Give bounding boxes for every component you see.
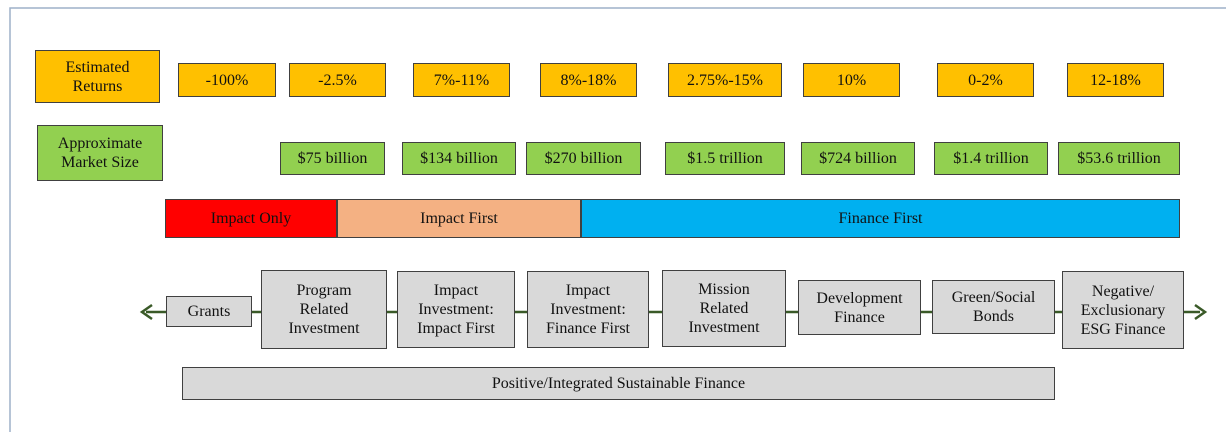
band: Impact Only: [165, 199, 337, 238]
return-box: 8%-18%: [540, 63, 637, 97]
return-box: -2.5%: [289, 63, 386, 97]
node-line: Program: [296, 282, 352, 299]
return-value: 10%: [836, 71, 867, 89]
spectrum-node: Grants: [166, 296, 252, 327]
return-box: 7%-11%: [413, 63, 510, 97]
return-box: -100%: [178, 63, 276, 97]
node-line: Negative/: [1091, 282, 1155, 300]
node-line: Mission: [698, 281, 750, 298]
market-box: $75 billion: [280, 142, 385, 175]
market-box: $1.5 trillion: [665, 142, 785, 175]
spectrum-node: Impact Investment: Impact First: [397, 271, 515, 348]
return-value: 0-2%: [968, 71, 1003, 89]
market-value: $134 billion: [420, 150, 498, 167]
arrow-right: [1194, 303, 1208, 321]
return-value: 12-18%: [1090, 71, 1141, 89]
node-line: Investment:: [418, 301, 494, 318]
frame: [9, 7, 1226, 432]
node-line: Grants: [187, 303, 231, 320]
market-label: Approximate Market Size: [37, 125, 163, 181]
return-value: 2.75%-15%: [687, 71, 763, 89]
label-line: Returns: [72, 77, 123, 95]
band: Finance First: [581, 199, 1180, 238]
node-line: Investment: [688, 319, 760, 336]
node-line: Impact: [433, 282, 479, 299]
spectrum-node: Impact Investment: Finance First: [527, 271, 649, 348]
node-line: Bonds: [973, 308, 1014, 325]
market-box: $1.4 trillion: [934, 142, 1048, 175]
spectrum-node: Mission Related Investment: [662, 270, 786, 347]
footer-label: Positive/Integrated Sustainable Finance: [491, 375, 746, 392]
market-value: $53.6 trillion: [1077, 150, 1161, 167]
label-line: Estimated: [65, 58, 130, 76]
node-line: Impact: [565, 282, 611, 299]
return-box: 2.75%-15%: [668, 63, 782, 97]
label-line: Approximate: [57, 135, 143, 152]
node-line: Finance First: [546, 320, 630, 337]
label-line: Market Size: [61, 154, 139, 171]
returns-label: Estimated Returns: [35, 50, 160, 103]
node-line: Green/Social: [951, 289, 1036, 306]
return-box: 10%: [803, 63, 900, 97]
spectrum-node: Negative/Exclusionary ESG Finance: [1062, 271, 1184, 349]
node-line: Related: [299, 301, 349, 318]
market-value: $270 billion: [544, 150, 623, 167]
node-line: Investment: [288, 320, 360, 337]
return-value: 7%-11%: [433, 71, 490, 89]
return-box: 0-2%: [937, 63, 1034, 97]
market-box: $270 billion: [526, 142, 641, 175]
market-value: $1.5 trillion: [687, 150, 763, 167]
market-value: $1.4 trillion: [953, 150, 1029, 167]
return-box: 12-18%: [1067, 63, 1164, 97]
market-value: $724 billion: [819, 150, 897, 167]
band-label: Impact Only: [210, 210, 292, 227]
node-line: ESG Finance: [1080, 320, 1166, 338]
node-line: Investment:: [550, 301, 626, 318]
band-label: Finance First: [838, 210, 923, 227]
node-line: Development: [816, 289, 903, 307]
node-line: Related: [699, 300, 749, 317]
arrow-left: [139, 303, 153, 321]
market-box: $134 billion: [402, 142, 516, 175]
market-box: $724 billion: [801, 142, 915, 175]
node-line: Finance: [834, 308, 885, 326]
spectrum-node: Green/Social Bonds: [932, 280, 1055, 334]
node-line: Impact First: [417, 320, 495, 337]
market-value: $75 billion: [297, 150, 368, 167]
footer-bar: Positive/Integrated Sustainable Finance: [182, 367, 1055, 400]
market-box: $53.6 trillion: [1058, 142, 1180, 175]
band: Impact First: [337, 199, 581, 238]
band-label: Impact First: [420, 210, 498, 227]
return-value: -2.5%: [318, 71, 357, 89]
spectrum-node: Development Finance: [798, 280, 921, 335]
spectrum-node: Program Related Investment: [261, 270, 387, 349]
return-value: -100%: [205, 71, 249, 89]
return-value: 8%-18%: [560, 71, 617, 89]
node-line: Exclusionary: [1080, 301, 1166, 319]
